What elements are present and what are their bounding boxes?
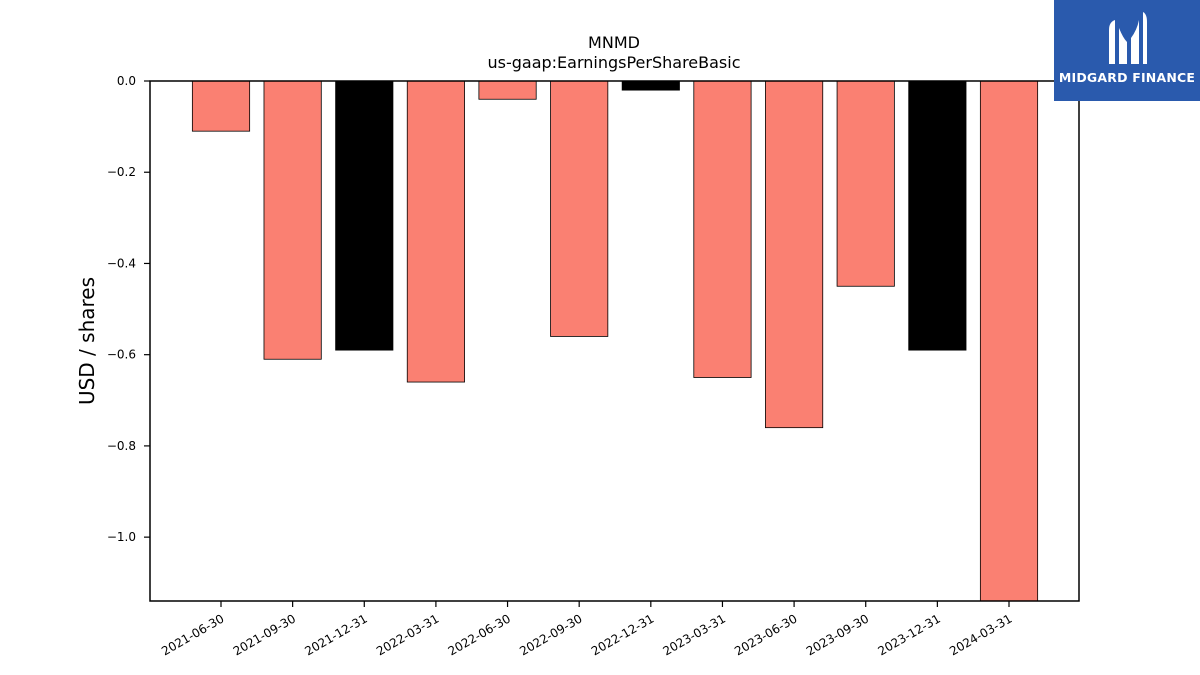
x-axis-ticks: 2021-06-30 2021-09-30 2021-12-31 2022-03-31… [159, 601, 1015, 658]
bar-2023-09-30 [836, 80, 895, 287]
y-tick-label: −0.2 [107, 165, 136, 179]
x-tick-label: 2021-09-30 [231, 611, 298, 658]
bar-2021-06-30 [191, 80, 251, 132]
brand-logo: MIDGARD FINANCE [1054, 0, 1200, 101]
y-axis-ticks: 0.0 −0.2 −0.4 −0.6 −0.8 −1.0 [107, 74, 150, 544]
plot-frame [149, 80, 1080, 602]
y-axis-label: USD / shares [75, 277, 99, 405]
bar-2022-09-30 [550, 80, 609, 337]
bar-2022-06-30 [478, 80, 537, 100]
chart-title: MNMD [588, 33, 640, 52]
x-tick-label: 2023-09-30 [804, 611, 871, 658]
bar-2021-09-30 [263, 80, 322, 360]
bar-2022-12-31 [621, 80, 680, 91]
bar-2023-12-31 [908, 80, 967, 351]
chart-subtitle: us-gaap:EarningsPerShareBasic [487, 53, 740, 72]
x-tick-label: 2022-03-31 [374, 611, 441, 658]
y-tick-label: −0.4 [107, 256, 136, 270]
y-tick-label: −1.0 [107, 530, 136, 544]
x-tick-label: 2023-06-30 [732, 611, 799, 658]
bars-group [191, 80, 1039, 602]
x-tick-label: 2021-06-30 [159, 611, 226, 658]
x-tick-label: 2024-03-31 [947, 611, 1014, 658]
y-tick-label: −0.6 [107, 348, 136, 362]
bar-2023-03-31 [693, 80, 752, 378]
logo-text: MIDGARD FINANCE [1058, 70, 1196, 85]
bar-2022-03-31 [406, 80, 465, 383]
x-tick-label: 2022-06-30 [446, 611, 513, 658]
y-tick-label: 0.0 [117, 74, 136, 88]
bar-2021-12-31 [335, 80, 394, 351]
x-tick-label: 2023-03-31 [661, 611, 728, 658]
x-tick-label: 2022-09-30 [517, 611, 584, 658]
bar-2023-06-30 [765, 80, 824, 429]
bar-2024-03-31 [979, 80, 1039, 602]
y-tick-label: −0.8 [107, 439, 136, 453]
x-tick-label: 2023-12-31 [875, 611, 942, 658]
x-tick-label: 2021-12-31 [302, 611, 369, 658]
midgard-logo-icon [1109, 12, 1147, 64]
x-tick-label: 2022-12-31 [589, 611, 656, 658]
